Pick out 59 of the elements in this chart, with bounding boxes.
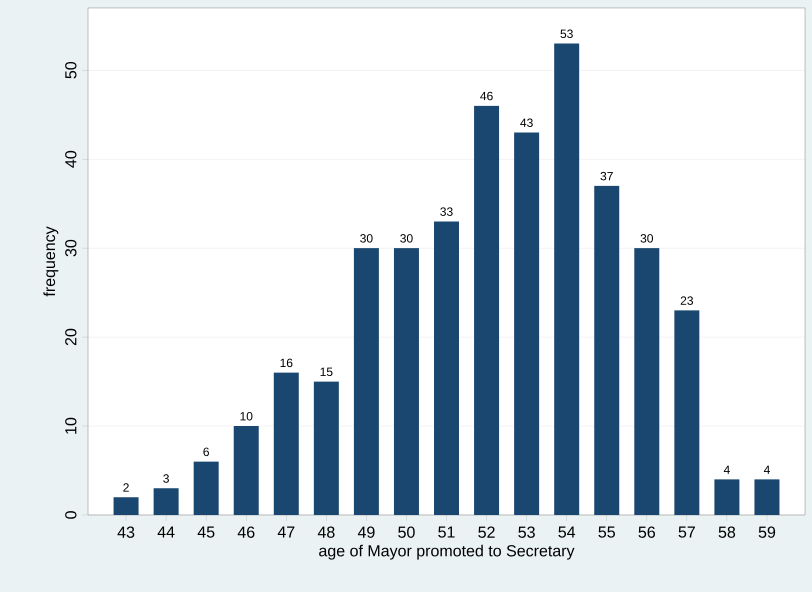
x-tick-label: 45 [198,526,214,538]
data-label: 3 [163,474,169,483]
x-tick-label: 50 [398,526,415,538]
x-tick-label: 55 [598,526,615,538]
bar [714,479,740,515]
x-tick-label: 49 [358,526,375,538]
x-tick-label: 43 [118,526,134,538]
x-tick-label: 58 [718,526,736,538]
bar [194,462,219,515]
x-tick-label: 51 [438,526,455,538]
data-label: 43 [520,118,533,127]
data-label: 4 [724,466,730,474]
bar [554,44,580,515]
data-label: 53 [560,30,573,38]
x-tick-label: 47 [278,526,294,538]
bar [114,497,139,515]
y-tick-label: 50 [65,62,76,79]
data-label: 6 [203,448,209,456]
y-tick-label: 10 [65,418,76,434]
data-label: 33 [440,207,453,216]
x-tick-label: 48 [318,526,335,538]
data-label: 37 [600,172,613,180]
x-tick-label: 57 [678,526,695,538]
data-label: 23 [680,296,693,305]
bar [514,132,540,515]
bar [274,372,299,515]
bar [434,221,460,515]
data-label: 30 [360,234,373,243]
x-tick-label: 52 [478,526,495,538]
y-tick-label: 0 [65,511,76,519]
x-tick-label: 54 [558,526,576,538]
bar [314,382,339,515]
bar [674,310,700,515]
y-tick-label: 20 [65,328,76,346]
data-label: 4 [764,466,770,474]
data-label: 30 [400,234,413,243]
x-axis-title: age of Mayor promoted to Secretary [319,544,575,560]
bar [594,186,620,515]
data-label: 30 [640,234,653,243]
y-axis-title: frequency [43,226,58,296]
bar [394,248,419,515]
data-label: 46 [480,92,493,100]
x-tick-label: 53 [518,526,535,538]
data-label: 2 [123,483,129,492]
bar [354,248,379,515]
y-tick-label: 30 [65,240,76,256]
x-tick-label: 56 [638,526,655,538]
bar [474,106,500,515]
data-label: 15 [320,368,333,376]
bar [754,479,780,515]
x-tick-label: 44 [158,526,175,538]
y-tick-label: 40 [65,150,76,168]
bar [154,488,179,515]
x-tick-label: 46 [238,526,254,538]
bar [634,248,660,515]
x-tick-label: 59 [758,526,776,538]
data-label: 10 [240,412,252,421]
bar [234,426,259,515]
data-label: 16 [280,358,292,368]
